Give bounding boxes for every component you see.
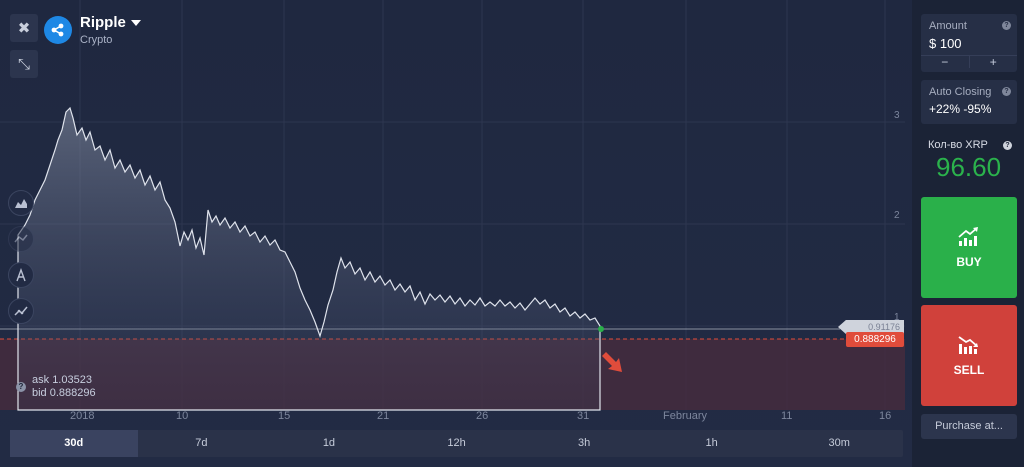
y-tick: 3 xyxy=(894,110,900,121)
bid-value: 0.888296 xyxy=(49,387,96,399)
auto-closing-label: Auto Closing xyxy=(929,86,992,98)
ripple-logo-icon xyxy=(44,16,72,44)
close-icon: ✖ xyxy=(17,20,31,37)
sell-button[interactable]: SELL xyxy=(921,305,1017,406)
asset-name: Ripple xyxy=(80,14,126,31)
asset-selector[interactable]: Ripple Crypto xyxy=(44,14,141,46)
current-price-dot xyxy=(598,326,604,332)
timeframe-3h[interactable]: 3h xyxy=(577,437,591,449)
sell-label: SELL xyxy=(953,362,985,377)
help-icon[interactable]: ? xyxy=(1002,21,1011,30)
x-tick: 21 xyxy=(377,410,390,422)
x-tick: 15 xyxy=(278,410,291,422)
quote-box: ? ask 1.03523 bid 0.888296 xyxy=(16,374,96,400)
amount-stepper: − + xyxy=(921,55,1017,68)
timeframe-30m[interactable]: 30m xyxy=(828,437,850,449)
amount-label: Amount xyxy=(929,20,967,32)
collapse-icon: ⤡ xyxy=(17,55,30,73)
increase-button[interactable]: + xyxy=(968,56,1018,68)
indicators-button[interactable] xyxy=(8,298,34,324)
x-tick: 16 xyxy=(879,410,892,422)
timeframe-12h[interactable]: 12h xyxy=(447,437,466,449)
trend-down-icon xyxy=(958,335,978,354)
amount-input[interactable]: $ 100 xyxy=(929,36,962,51)
x-tick: 10 xyxy=(176,410,189,422)
drawing-tool-button[interactable] xyxy=(8,262,34,288)
buy-label: BUY xyxy=(956,254,982,269)
help-icon[interactable]: ? xyxy=(1002,87,1011,96)
sell-arrow-icon xyxy=(602,352,622,372)
y-tick: 2 xyxy=(894,210,900,221)
help-icon[interactable]: ? xyxy=(1003,141,1012,150)
quantity-label: Кол-во XRP xyxy=(928,139,988,151)
chart-type-button[interactable] xyxy=(8,190,34,216)
chart-area[interactable]: ✖ ⤡ Ripple Crypto ? xyxy=(0,0,912,467)
timeframe-1d[interactable]: 1d xyxy=(322,437,336,449)
bid-label: bid xyxy=(32,387,47,399)
timeframe-7d[interactable]: 7d xyxy=(195,437,208,449)
quantity-value: 96.60 xyxy=(936,152,1002,182)
current-price-tag: 0.888296 xyxy=(846,332,904,347)
timeframe-1h[interactable]: 1h xyxy=(705,437,718,449)
y-tick: 1 xyxy=(894,312,900,323)
vertical-gridlines xyxy=(79,0,886,410)
purchase-at-button[interactable]: Purchase at... xyxy=(921,414,1017,439)
auto-closing-panel[interactable]: Auto Closing ? +22% -95% xyxy=(921,80,1017,124)
drawing-icon xyxy=(16,268,26,282)
indicators-icon xyxy=(14,306,28,316)
x-tick: 11 xyxy=(781,410,793,422)
ask-label: ask xyxy=(32,374,50,386)
chevron-down-icon xyxy=(130,20,141,27)
auto-closing-value: +22% -95% xyxy=(929,102,992,116)
ask-value: 1.03523 xyxy=(52,374,92,386)
price-chart xyxy=(0,0,905,411)
decrease-button[interactable]: − xyxy=(941,55,949,69)
trend-up-icon xyxy=(958,226,978,246)
x-tick: 31 xyxy=(577,410,590,422)
x-tick: February xyxy=(663,410,708,422)
timeframe-bar: 30d 7d 1d 12h 3h 1h 30m xyxy=(10,430,903,457)
x-tick: 2018 xyxy=(70,410,95,422)
reference-price-tag: 0.91176 xyxy=(838,320,904,334)
asset-category: Crypto xyxy=(80,34,113,46)
timeframe-30d[interactable]: 30d xyxy=(10,430,138,457)
collapse-button[interactable]: ⤡ xyxy=(10,50,38,78)
x-tick: 26 xyxy=(476,410,489,422)
buy-button[interactable]: BUY xyxy=(921,197,1017,298)
line-tool-icon xyxy=(14,234,28,243)
area-chart-icon xyxy=(15,199,27,208)
chart-tool-button[interactable] xyxy=(8,226,34,252)
help-icon[interactable]: ? xyxy=(16,382,26,392)
close-button[interactable]: ✖ xyxy=(10,14,38,42)
amount-panel[interactable]: Amount ? $ 100 − + xyxy=(921,14,1017,72)
price-area xyxy=(17,106,601,411)
